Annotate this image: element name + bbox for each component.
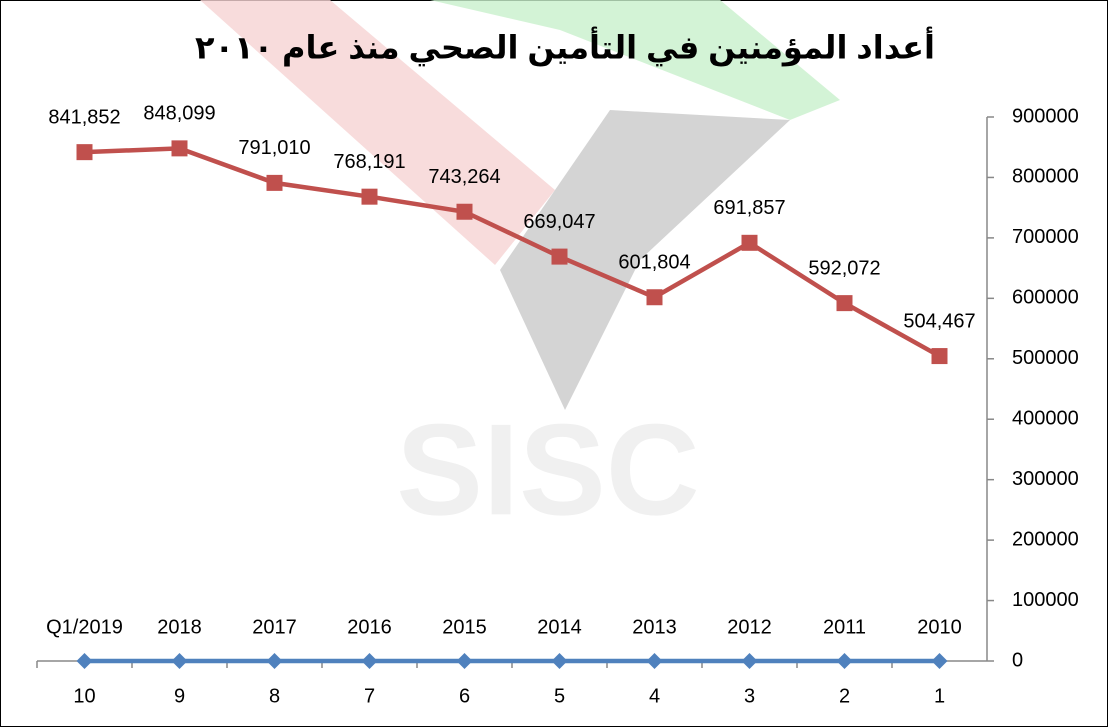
data-label: 791,010	[238, 137, 310, 159]
point-label: 2013	[632, 616, 677, 638]
x-tick-label: 9	[174, 685, 185, 707]
point-label: 2015	[442, 616, 487, 638]
y-tick-label: 800000	[1012, 166, 1079, 188]
y-tick-label: 200000	[1012, 528, 1079, 550]
marker	[742, 235, 758, 251]
y-tick-label: 500000	[1012, 347, 1079, 369]
marker	[457, 204, 473, 220]
marker	[267, 175, 283, 191]
point-label: Q1/2019	[46, 616, 123, 638]
marker	[362, 189, 378, 205]
marker	[552, 249, 568, 265]
x-tick-label: 5	[554, 685, 565, 707]
y-tick-label: 700000	[1012, 226, 1079, 248]
data-label: 841,852	[48, 106, 120, 128]
point-label: 2017	[252, 616, 297, 638]
x-tick-label: 3	[744, 685, 755, 707]
point-label: 2012	[727, 616, 772, 638]
y-tick-label: 100000	[1012, 589, 1079, 611]
watermark: SISC	[396, 396, 699, 542]
marker	[837, 295, 853, 311]
marker	[932, 348, 948, 364]
point-label: 2018	[157, 616, 202, 638]
y-tick-label: 300000	[1012, 468, 1079, 490]
x-tick-label: 4	[649, 685, 660, 707]
y-tick-label: 600000	[1012, 287, 1079, 309]
data-label: 743,264	[428, 166, 500, 188]
data-label: 601,804	[618, 252, 690, 274]
point-label: 2016	[347, 616, 392, 638]
data-label: 691,857	[713, 197, 785, 219]
data-label: 669,047	[523, 211, 595, 233]
point-label: 2010	[917, 616, 962, 638]
data-label: 848,099	[143, 103, 215, 125]
data-label: 504,467	[903, 310, 975, 332]
y-tick-label: 400000	[1012, 408, 1079, 430]
x-tick-label: 1	[934, 685, 945, 707]
data-label: 592,072	[808, 257, 880, 279]
point-label: 2011	[823, 616, 866, 638]
chart-title: أعداد المؤمنين في التأمين الصحي منذ عام …	[195, 26, 935, 66]
y-tick-label: 0	[1012, 649, 1023, 671]
x-tick-label: 2	[839, 685, 850, 707]
x-tick-label: 10	[73, 685, 95, 707]
point-label: 2014	[537, 616, 582, 638]
x-tick-label: 7	[364, 685, 375, 707]
data-label: 768,191	[333, 151, 405, 173]
marker	[172, 140, 188, 156]
marker	[77, 144, 93, 160]
x-tick-label: 6	[459, 685, 470, 707]
y-tick-label: 900000	[1012, 105, 1079, 127]
chart: SISC أعداد المؤمنين في التأمين الصحي منذ…	[0, 0, 1108, 727]
marker	[647, 289, 663, 305]
x-tick-label: 8	[269, 685, 280, 707]
